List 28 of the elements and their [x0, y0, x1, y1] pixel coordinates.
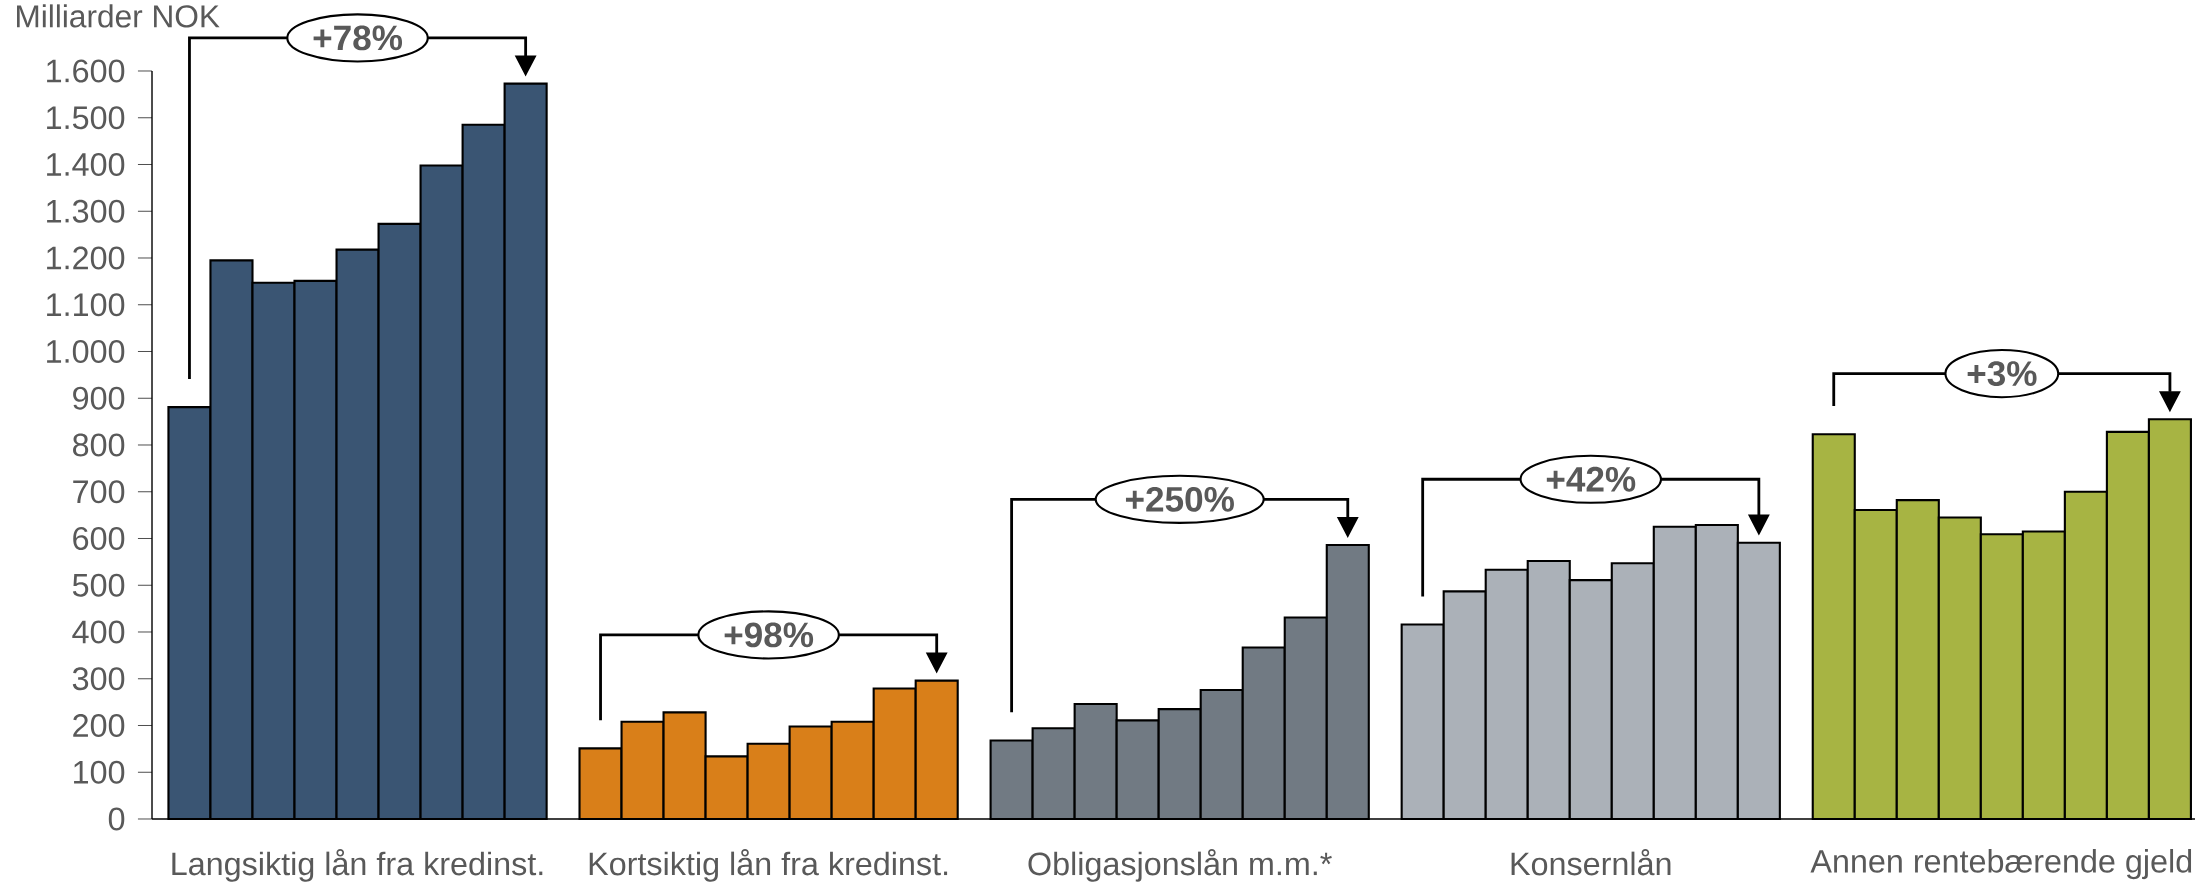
y-tick-label: 1.100	[47, 293, 125, 317]
annotation: +3%	[1967, 361, 2037, 387]
y-tick-label: 1.000	[47, 340, 125, 363]
annotation: +42%	[1546, 466, 1636, 492]
y-tick-label: 200	[73, 714, 125, 737]
y-tick-label: 900	[73, 386, 125, 410]
x-tick-label: Annen rentebærende gjeld	[1810, 849, 2192, 880]
y-tick-label: 300	[72, 667, 125, 691]
y-tick-label: 400	[72, 620, 125, 644]
x-tick-label: Obligasjonslån m.m.*	[1028, 848, 1332, 882]
y-tick-label: 100	[74, 760, 125, 784]
x-tick-label: Langsiktig lån fra kredinst.	[172, 848, 543, 882]
y-axis-title: Milliarder NOK	[17, 4, 220, 28]
y-tick-label: 500	[72, 573, 125, 597]
y-tick-label: 600	[73, 527, 125, 550]
y-tick-label: 0	[108, 807, 125, 831]
x-tick-label: Konsernlån	[1511, 848, 1671, 876]
annotation: +98%	[724, 622, 814, 648]
y-tick-label: 800	[73, 433, 125, 457]
y-tick-label: 1.200	[47, 246, 125, 270]
y-tick-label: 1.400	[47, 153, 125, 176]
x-tick-label: Kortsiktig lån fra kredinst.	[589, 848, 948, 882]
annotation: +250%	[1125, 486, 1234, 512]
y-tick-label: 1.600	[47, 59, 125, 83]
y-tick-label: 1.300	[47, 199, 125, 223]
y-tick-label: 700	[73, 480, 125, 504]
y-tick-label: 1.500	[47, 106, 125, 130]
text: +78%	[313, 25, 403, 51]
